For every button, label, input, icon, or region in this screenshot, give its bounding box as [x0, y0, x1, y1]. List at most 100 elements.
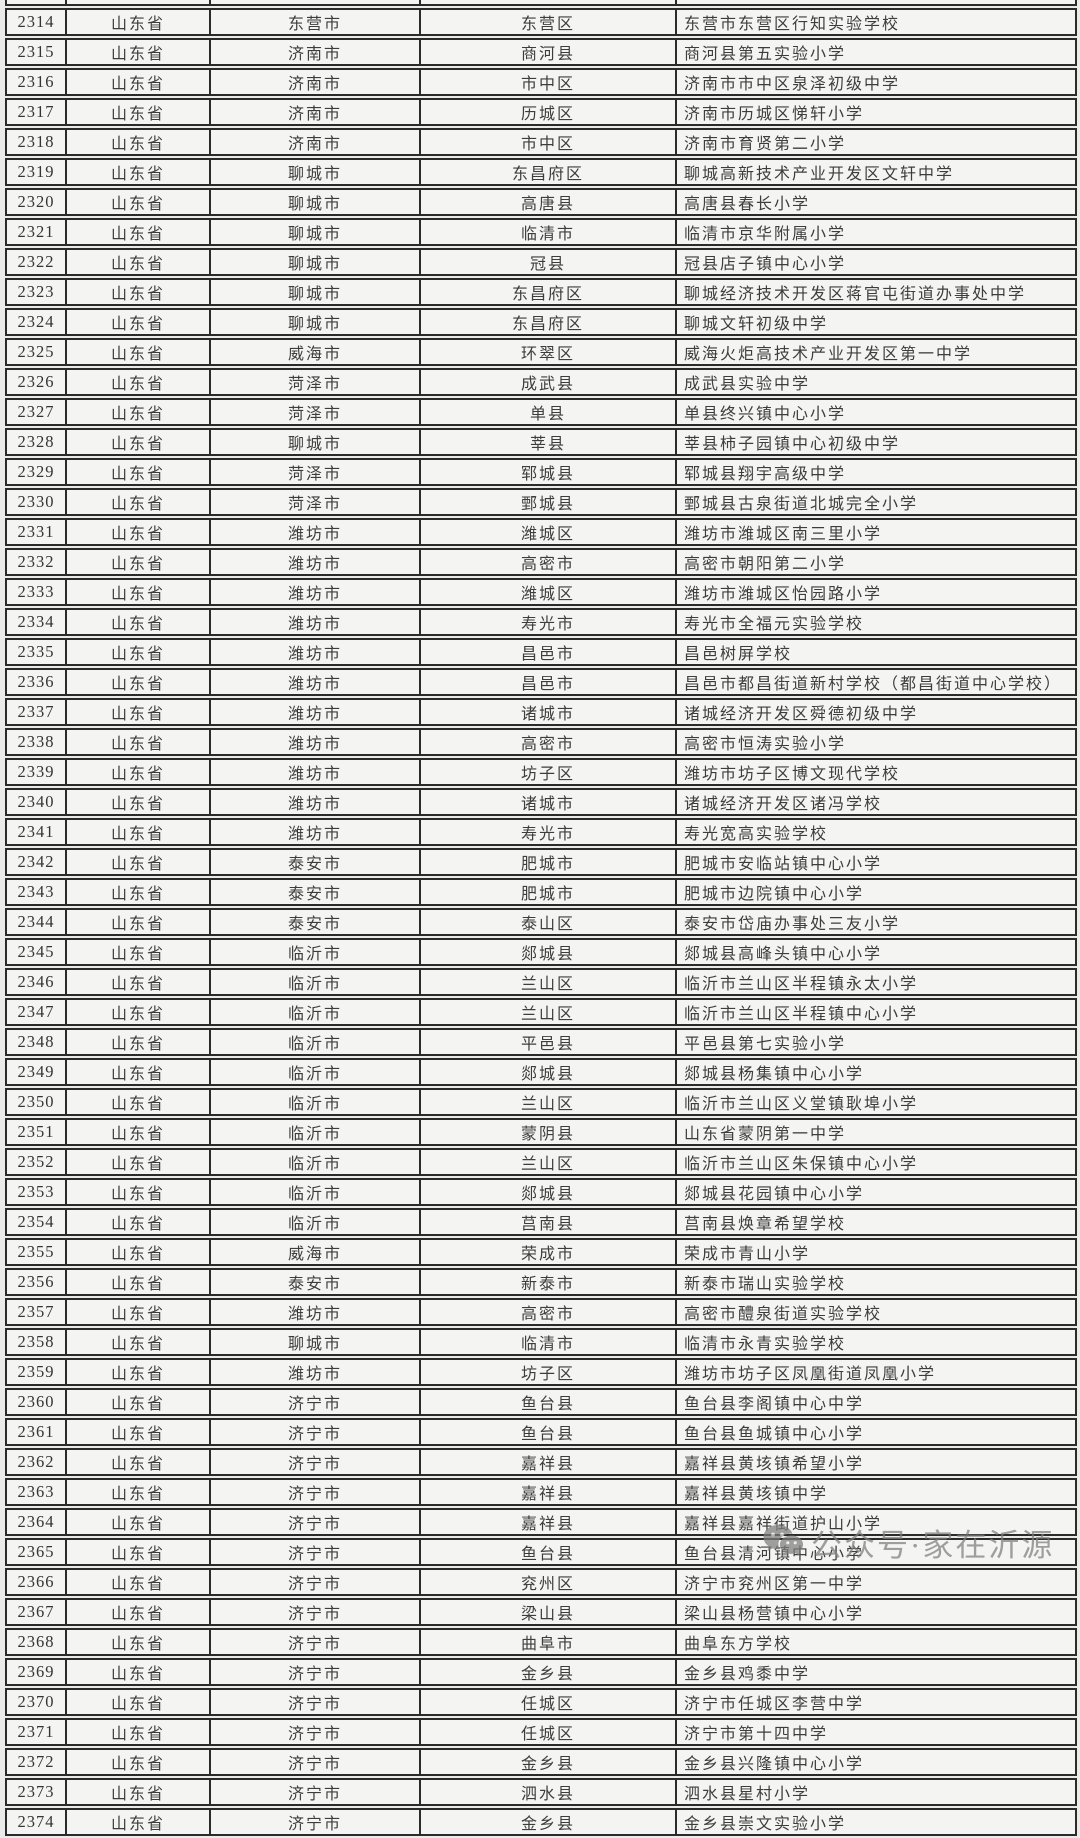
province-cell: 山东省 — [67, 1088, 211, 1116]
no-cell: 2345 — [5, 938, 67, 966]
district-cell: 平邑县 — [421, 1028, 677, 1056]
table-row: 2322 山东省 聊城市 冠县 冠县店子镇中心小学 — [5, 248, 1077, 276]
school-cell: 临清市京华附属小学 — [677, 218, 1077, 246]
province-cell: 山东省 — [67, 578, 211, 606]
city-cell: 东营市 — [211, 8, 421, 36]
district-cell: 郓城县 — [421, 458, 677, 486]
table-row: 2331 山东省 潍坊市 潍城区 潍坊市潍城区南三里小学 — [5, 518, 1077, 546]
district-cell: 金乡县 — [421, 1748, 677, 1776]
table-row: 2347 山东省 临沂市 兰山区 临沂市兰山区半程镇中心小学 — [5, 998, 1077, 1026]
district-cell — [421, 0, 677, 6]
no-cell: 2360 — [5, 1388, 67, 1416]
table-row: 2368 山东省 济宁市 曲阜市 曲阜东方学校 — [5, 1628, 1077, 1656]
school-cell: 高唐县春长小学 — [677, 188, 1077, 216]
no-cell: 2368 — [5, 1628, 67, 1656]
city-cell: 济宁市 — [211, 1628, 421, 1656]
table-row: 2339 山东省 潍坊市 坊子区 潍坊市坊子区博文现代学校 — [5, 758, 1077, 786]
table-row: 2374 山东省 济宁市 金乡县 金乡县崇文实验小学 — [5, 1808, 1077, 1836]
city-cell: 济南市 — [211, 128, 421, 156]
district-cell: 鱼台县 — [421, 1418, 677, 1446]
province-cell: 山东省 — [67, 1388, 211, 1416]
district-cell: 郯城县 — [421, 1058, 677, 1086]
no-cell: 2349 — [5, 1058, 67, 1086]
city-cell: 济宁市 — [211, 1598, 421, 1626]
table-row: 2364 山东省 济宁市 嘉祥县 嘉祥县嘉祥街道护山小学 — [5, 1508, 1077, 1536]
city-cell: 潍坊市 — [211, 788, 421, 816]
table-row: 2359 山东省 潍坊市 坊子区 潍坊市坊子区凤凰街道凤凰小学 — [5, 1358, 1077, 1386]
table-row: 2333 山东省 潍坊市 潍城区 潍坊市潍城区怡园路小学 — [5, 578, 1077, 606]
city-cell: 聊城市 — [211, 188, 421, 216]
district-cell: 蒙阴县 — [421, 1118, 677, 1146]
school-cell: 曲阜东方学校 — [677, 1628, 1077, 1656]
province-cell: 山东省 — [67, 968, 211, 996]
district-cell: 昌邑市 — [421, 668, 677, 696]
table-row: 2319 山东省 聊城市 东昌府区 聊城高新技术产业开发区文轩中学 — [5, 158, 1077, 186]
no-cell: 2329 — [5, 458, 67, 486]
table-row: 2326 山东省 菏泽市 成武县 成武县实验中学 — [5, 368, 1077, 396]
table-row: 2320 山东省 聊城市 高唐县 高唐县春长小学 — [5, 188, 1077, 216]
no-cell: 2318 — [5, 128, 67, 156]
table-row: 2369 山东省 济宁市 金乡县 金乡县鸡黍中学 — [5, 1658, 1077, 1686]
province-cell: 山东省 — [67, 818, 211, 846]
school-cell: 济南市育贤第二小学 — [677, 128, 1077, 156]
city-cell: 聊城市 — [211, 308, 421, 336]
district-cell: 鄄城县 — [421, 488, 677, 516]
city-cell: 泰安市 — [211, 908, 421, 936]
city-cell: 临沂市 — [211, 1058, 421, 1086]
district-cell: 市中区 — [421, 68, 677, 96]
school-cell: 郓城县翔宇高级中学 — [677, 458, 1077, 486]
province-cell: 山东省 — [67, 1598, 211, 1626]
province-cell: 山东省 — [67, 188, 211, 216]
school-cell: 嘉祥县嘉祥街道护山小学 — [677, 1508, 1077, 1536]
no-cell: 2374 — [5, 1808, 67, 1836]
district-cell: 历城区 — [421, 98, 677, 126]
no-cell: 2367 — [5, 1598, 67, 1626]
province-cell: 山东省 — [67, 1238, 211, 1266]
no-cell: 2341 — [5, 818, 67, 846]
school-cell: 潍坊市潍城区南三里小学 — [677, 518, 1077, 546]
table-row: 2344 山东省 泰安市 泰山区 泰安市岱庙办事处三友小学 — [5, 908, 1077, 936]
table-row: 2342 山东省 泰安市 肥城市 肥城市安临站镇中心小学 — [5, 848, 1077, 876]
no-cell: 2328 — [5, 428, 67, 456]
city-cell: 潍坊市 — [211, 1298, 421, 1326]
district-cell: 潍城区 — [421, 518, 677, 546]
school-cell: 聊城经济技术开发区蒋官屯街道办事处中学 — [677, 278, 1077, 306]
table-row: 2355 山东省 威海市 荣成市 荣成市青山小学 — [5, 1238, 1077, 1266]
school-cell: 昌邑市都昌街道新村学校（都昌街道中心学校） — [677, 668, 1077, 696]
school-cell — [677, 0, 1077, 6]
city-cell: 济宁市 — [211, 1448, 421, 1476]
school-cell: 临沂市兰山区义堂镇耿埠小学 — [677, 1088, 1077, 1116]
school-cell: 聊城文轩初级中学 — [677, 308, 1077, 336]
district-cell: 商河县 — [421, 38, 677, 66]
table-row: 2318 山东省 济南市 市中区 济南市育贤第二小学 — [5, 128, 1077, 156]
district-cell: 曲阜市 — [421, 1628, 677, 1656]
district-cell: 高密市 — [421, 548, 677, 576]
city-cell: 潍坊市 — [211, 578, 421, 606]
no-cell: 2361 — [5, 1418, 67, 1446]
city-cell: 聊城市 — [211, 248, 421, 276]
table-row: 2340 山东省 潍坊市 诸城市 诸城经济开发区诸冯学校 — [5, 788, 1077, 816]
district-cell: 临清市 — [421, 1328, 677, 1356]
table-row: 2323 山东省 聊城市 东昌府区 聊城经济技术开发区蒋官屯街道办事处中学 — [5, 278, 1077, 306]
table-row: 2317 山东省 济南市 历城区 济南市历城区悌轩小学 — [5, 98, 1077, 126]
district-cell: 冠县 — [421, 248, 677, 276]
district-cell: 高密市 — [421, 1298, 677, 1326]
district-cell: 坊子区 — [421, 1358, 677, 1386]
district-cell: 任城区 — [421, 1718, 677, 1746]
city-cell: 聊城市 — [211, 1328, 421, 1356]
school-cell: 嘉祥县黄垓镇中学 — [677, 1478, 1077, 1506]
province-cell: 山东省 — [67, 548, 211, 576]
table-row: 2324 山东省 聊城市 东昌府区 聊城文轩初级中学 — [5, 308, 1077, 336]
province-cell: 山东省 — [67, 458, 211, 486]
school-cell: 莘县柿子园镇中心初级中学 — [677, 428, 1077, 456]
city-cell: 菏泽市 — [211, 398, 421, 426]
province-cell: 山东省 — [67, 1028, 211, 1056]
no-cell: 2330 — [5, 488, 67, 516]
school-cell: 东营市东营区行知实验学校 — [677, 8, 1077, 36]
province-cell: 山东省 — [67, 698, 211, 726]
district-cell: 潍城区 — [421, 578, 677, 606]
district-cell: 肥城市 — [421, 848, 677, 876]
city-cell: 济宁市 — [211, 1418, 421, 1446]
no-cell: 2315 — [5, 38, 67, 66]
city-cell: 潍坊市 — [211, 668, 421, 696]
